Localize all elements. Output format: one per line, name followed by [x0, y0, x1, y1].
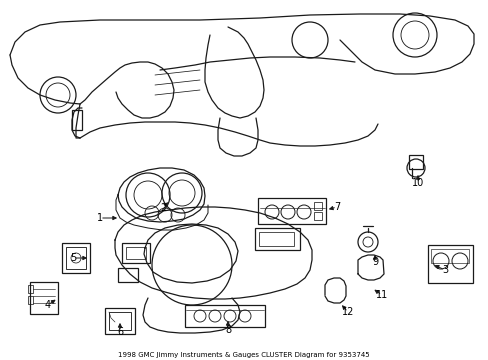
- Bar: [184, 305, 264, 327]
- Bar: [427, 245, 472, 283]
- Bar: [109, 312, 131, 330]
- Bar: [126, 247, 146, 259]
- Text: 10: 10: [411, 178, 423, 188]
- Text: 7: 7: [333, 202, 340, 212]
- Bar: [62, 243, 90, 273]
- Bar: [259, 232, 293, 246]
- Text: 6: 6: [117, 327, 123, 337]
- Text: 12: 12: [341, 307, 353, 317]
- Bar: [28, 285, 33, 293]
- Bar: [430, 249, 468, 263]
- Text: 8: 8: [224, 325, 231, 335]
- Text: 11: 11: [375, 290, 387, 300]
- Text: 9: 9: [371, 257, 377, 267]
- Text: 1: 1: [97, 213, 103, 223]
- Bar: [254, 228, 299, 250]
- Bar: [313, 212, 321, 220]
- Bar: [30, 282, 58, 314]
- Bar: [258, 198, 325, 224]
- Bar: [66, 247, 86, 269]
- Text: 5: 5: [70, 253, 76, 263]
- Bar: [408, 155, 422, 169]
- Bar: [313, 202, 321, 210]
- Text: 2: 2: [160, 203, 166, 213]
- Bar: [72, 110, 82, 130]
- Bar: [105, 308, 135, 334]
- Text: 3: 3: [441, 265, 447, 275]
- Bar: [118, 268, 138, 282]
- Text: 4: 4: [45, 300, 51, 310]
- Bar: [122, 243, 150, 263]
- Bar: [28, 296, 33, 304]
- Text: 1998 GMC Jimmy Instruments & Gauges CLUSTER Diagram for 9353745: 1998 GMC Jimmy Instruments & Gauges CLUS…: [118, 352, 369, 358]
